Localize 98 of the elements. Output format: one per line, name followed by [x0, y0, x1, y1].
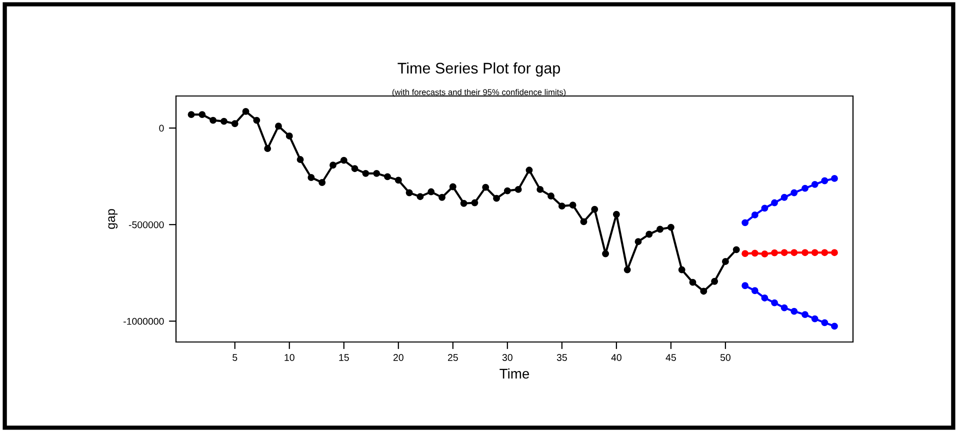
point	[504, 187, 511, 194]
point	[569, 202, 576, 209]
point	[742, 282, 749, 290]
point	[198, 111, 206, 118]
point	[373, 170, 380, 177]
point	[296, 156, 304, 163]
x-tick-label: 20	[393, 354, 404, 361]
point	[286, 132, 293, 140]
point	[761, 204, 768, 212]
point	[318, 179, 326, 186]
point	[667, 224, 674, 231]
point	[384, 173, 391, 180]
x-tick-label: 5	[232, 354, 238, 361]
point	[493, 194, 500, 202]
point	[275, 122, 282, 130]
point	[761, 294, 768, 302]
point	[732, 246, 740, 254]
point	[751, 250, 758, 257]
y-tick-label: 0	[159, 124, 164, 132]
point	[471, 199, 478, 206]
point	[802, 249, 809, 256]
point	[780, 194, 788, 201]
point	[210, 116, 217, 124]
point	[514, 186, 522, 193]
point	[811, 249, 818, 256]
x-tick-label: 40	[611, 354, 622, 361]
point	[526, 166, 533, 174]
x-tick-label: 15	[339, 354, 349, 361]
x-tick-label: 10	[284, 354, 294, 361]
point	[790, 189, 798, 196]
point	[558, 202, 566, 210]
point	[790, 249, 798, 256]
point	[751, 211, 758, 218]
point	[821, 177, 828, 184]
point	[821, 319, 828, 326]
point	[830, 249, 838, 256]
point	[253, 116, 260, 124]
point	[416, 193, 424, 200]
point	[624, 266, 631, 274]
y-tick-label: -1000000	[124, 318, 164, 325]
point	[242, 108, 250, 115]
point	[308, 174, 315, 181]
point	[830, 174, 838, 182]
x-tick-label: 45	[666, 354, 676, 361]
x-tick-label: 35	[556, 354, 567, 361]
point	[742, 250, 749, 258]
point	[264, 145, 272, 152]
y-axis-title: gap	[108, 209, 118, 229]
point	[771, 199, 778, 206]
y-tick-label: -500000	[128, 221, 164, 228]
point	[428, 188, 435, 196]
point	[646, 230, 653, 238]
chart-subtitle: (with forecasts and their 95% confidence limits)	[392, 89, 566, 97]
point	[580, 218, 588, 226]
point	[802, 184, 809, 192]
x-tick-label: 30	[502, 354, 512, 361]
point	[482, 184, 490, 191]
point	[231, 120, 238, 128]
point	[771, 299, 778, 306]
x-axis-title: Time	[500, 368, 530, 379]
x-tick-label: 50	[720, 354, 730, 361]
point	[188, 111, 195, 118]
point	[591, 206, 598, 213]
x-tick-label: 25	[448, 354, 458, 361]
point	[790, 308, 798, 315]
point	[330, 162, 336, 169]
point	[340, 156, 348, 164]
point	[742, 219, 749, 226]
point	[780, 304, 788, 312]
point	[362, 170, 370, 177]
point	[438, 194, 446, 201]
point	[449, 183, 456, 190]
point	[460, 200, 468, 207]
point	[656, 226, 664, 233]
point	[220, 118, 228, 125]
point	[602, 250, 609, 258]
point	[821, 249, 828, 256]
point	[711, 278, 718, 285]
point	[634, 238, 642, 246]
point	[771, 249, 778, 256]
point	[802, 311, 809, 318]
point	[780, 249, 788, 256]
point	[612, 210, 620, 218]
chart-title: Time Series Plot for gap	[398, 62, 560, 77]
point	[689, 278, 696, 286]
point	[722, 258, 729, 265]
point	[548, 192, 554, 200]
point	[811, 180, 818, 188]
point	[700, 288, 708, 295]
point	[406, 189, 413, 196]
point	[761, 250, 768, 258]
point	[830, 322, 838, 330]
point	[394, 176, 402, 184]
point	[751, 287, 758, 294]
point	[678, 266, 686, 274]
point	[351, 165, 358, 172]
point	[536, 186, 544, 193]
point	[811, 315, 818, 322]
